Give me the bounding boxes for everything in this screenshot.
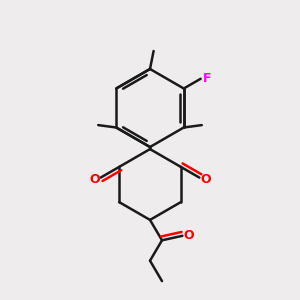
Text: O: O	[89, 172, 100, 186]
Text: O: O	[183, 229, 194, 242]
Text: F: F	[203, 72, 212, 85]
Text: O: O	[200, 172, 211, 186]
